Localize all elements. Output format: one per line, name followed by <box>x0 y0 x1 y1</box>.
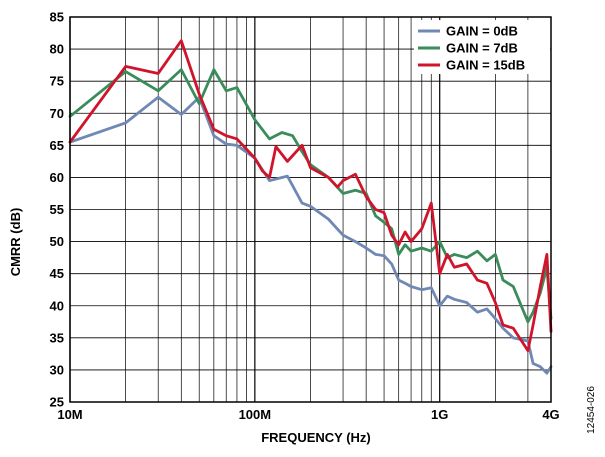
y-tick-label: 25 <box>50 395 64 410</box>
x-axis-title: FREQUENCY (Hz) <box>261 430 371 445</box>
x-tick-label: 10M <box>57 407 82 422</box>
legend-label: GAIN = 7dB <box>446 41 518 56</box>
y-tick-label: 35 <box>50 330 64 345</box>
y-tick-label: 65 <box>50 138 64 153</box>
x-tick-label: 100M <box>239 407 272 422</box>
legend-label: GAIN = 0dB <box>446 24 518 39</box>
y-tick-labels: 25 30 35 40 45 50 55 60 65 70 75 80 85 <box>50 10 64 410</box>
y-tick-label: 85 <box>50 10 64 25</box>
y-tick-label: 40 <box>50 298 64 313</box>
legend: GAIN = 0dB GAIN = 7dB GAIN = 15dB <box>414 20 550 74</box>
legend-label: GAIN = 15dB <box>446 58 525 73</box>
y-tick-label: 30 <box>50 362 64 377</box>
y-axis-title: CMRR (dB) <box>8 208 23 277</box>
y-tick-label: 45 <box>50 266 64 281</box>
x-tick-label: 4G <box>542 407 559 422</box>
y-tick-label: 60 <box>50 170 64 185</box>
y-tick-label: 50 <box>50 234 64 249</box>
y-tick-label: 55 <box>50 202 64 217</box>
y-tick-label: 70 <box>50 106 64 121</box>
series-line-1 <box>68 95 553 375</box>
series-layer <box>68 39 553 375</box>
y-tick-label: 80 <box>50 42 64 57</box>
plot-frame <box>69 16 552 403</box>
figure-id: 12454-026 <box>586 386 597 434</box>
x-tick-labels: 10M 100M 1G 4G <box>57 407 559 422</box>
x-tick-label: 1G <box>431 407 448 422</box>
y-tick-label: 75 <box>50 74 64 89</box>
series-line-3 <box>68 39 553 353</box>
